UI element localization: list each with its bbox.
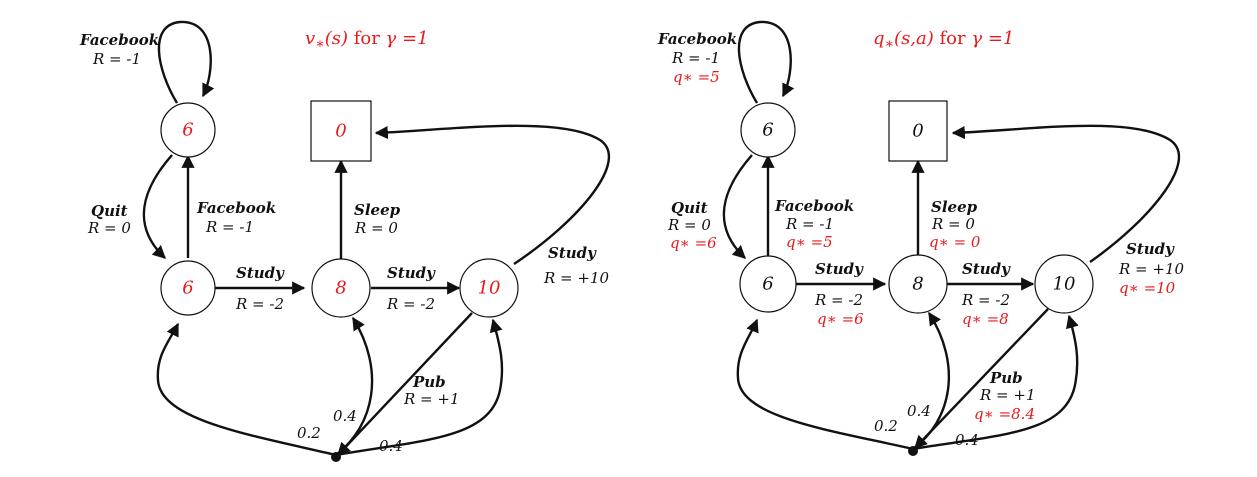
- label-study3-action: Study: [1126, 240, 1175, 258]
- label-pub-reward: R = +1: [979, 386, 1036, 404]
- label-study2-q: q∗ =8: [962, 310, 1009, 328]
- state-class-3-value: 10: [478, 278, 501, 299]
- label-study3-reward: R = +10: [1118, 260, 1185, 278]
- label-study3-q: q∗ =10: [1119, 279, 1176, 297]
- label-sleep-q: q∗ = 0: [929, 233, 981, 251]
- label-quit-reward: R = 0: [87, 219, 131, 237]
- edge-study-3: [951, 124, 1181, 263]
- label-facebook-loop-reward: R = -1: [92, 50, 141, 68]
- state-sleep: [310, 100, 372, 162]
- label-facebook-reward: R = -1: [205, 218, 254, 236]
- edge-pub: [337, 312, 473, 456]
- chance-node: [908, 446, 918, 456]
- label-sleep-action: Sleep: [931, 198, 978, 216]
- label-study2-action: Study: [387, 264, 436, 282]
- label-study1-reward: R = -2: [235, 295, 284, 313]
- label-facebook-reward: R = -1: [785, 215, 834, 233]
- label-study1-q: q∗ =6: [817, 310, 864, 328]
- edge-chance-to-class2: [335, 316, 374, 456]
- label-study2-reward: R = -2: [386, 295, 435, 313]
- label-prob-3: 0.4: [379, 437, 403, 455]
- label-facebook-q: q∗ =5: [786, 233, 833, 251]
- label-facebook-action: Facebook: [774, 197, 854, 215]
- state-class-1-value: 6: [762, 274, 773, 295]
- label-facebook-loop-reward: R = -1: [671, 49, 720, 67]
- state-class-1-value: 6: [182, 278, 193, 299]
- state-facebook: [740, 102, 796, 158]
- label-study1-action: Study: [815, 260, 864, 278]
- label-pub-reward: R = +1: [403, 390, 460, 408]
- state-class-1: [739, 255, 797, 313]
- label-prob-1: 0.2: [297, 424, 321, 442]
- state-facebook-value: 6: [182, 120, 193, 141]
- state-class-3: [1034, 254, 1094, 314]
- state-class-1: [160, 260, 216, 316]
- label-prob-1: 0.2: [874, 417, 898, 435]
- label-quit-action: Quit: [671, 199, 708, 217]
- label-quit-q: q∗ =6: [670, 234, 717, 252]
- label-pub-q: q∗ =8.4: [974, 405, 1035, 423]
- edge-chance-to-class2: [912, 311, 950, 450]
- label-study1-action: Study: [236, 264, 285, 282]
- label-facebook-action: Facebook: [196, 199, 276, 217]
- state-facebook: [160, 102, 216, 158]
- edge-facebook-loop: [737, 20, 795, 104]
- edge-study-3: [374, 124, 611, 265]
- label-prob-2: 0.4: [333, 407, 357, 425]
- edge-facebook-loop: [157, 20, 215, 104]
- label-facebook-loop-action: Facebook: [79, 31, 159, 49]
- label-pub-action: Pub: [989, 369, 1023, 387]
- chance-node: [331, 452, 341, 462]
- label-facebook-loop-q: q∗ =5: [673, 68, 720, 86]
- edge-chance-to-class3: [335, 318, 504, 457]
- label-prob-2: 0.4: [907, 402, 931, 420]
- edge-quit: [722, 154, 753, 259]
- label-facebook-loop-action: Facebook: [657, 30, 737, 48]
- label-quit-action: Quit: [91, 202, 128, 220]
- state-facebook-value: 6: [762, 120, 773, 141]
- label-study2-action: Study: [962, 260, 1011, 278]
- edge-chance-to-class3: [912, 314, 1079, 451]
- label-study3-action: Study: [548, 244, 597, 262]
- state-sleep-value: 0: [912, 121, 923, 142]
- state-sleep-value: 0: [335, 121, 346, 142]
- state-sleep: [888, 100, 948, 162]
- state-class-2: [888, 254, 948, 314]
- state-class-2-value: 8: [335, 278, 346, 299]
- label-prob-3: 0.4: [955, 431, 979, 449]
- label-quit-reward: R = 0: [667, 216, 711, 234]
- state-class-2: [311, 258, 371, 318]
- label-sleep-action: Sleep: [354, 201, 401, 219]
- edge-chance-to-class1: [736, 318, 914, 451]
- diagram-state-values: v∗(s) for γ =1 6 6 8 10 0 Facebook R = -…: [79, 20, 611, 462]
- diagram-title: q∗(s,a) for γ =1: [873, 28, 1014, 52]
- label-pub-action: Pub: [412, 373, 446, 391]
- state-class-2-value: 8: [912, 274, 923, 295]
- label-sleep-reward: R = 0: [354, 219, 398, 237]
- diagram-action-values: q∗(s,a) for γ =1 6 6 8 10 0 Facebook R =…: [657, 20, 1185, 456]
- state-class-3-value: 10: [1053, 274, 1076, 295]
- edge-chance-to-class1: [156, 322, 337, 457]
- label-study1-reward: R = -2: [814, 291, 863, 309]
- label-sleep-reward: R = 0: [931, 215, 975, 233]
- edge-pub: [914, 308, 1049, 449]
- state-class-3: [459, 258, 519, 318]
- edge-quit: [142, 154, 173, 259]
- label-study2-reward: R = -2: [961, 291, 1010, 309]
- diagram-title: v∗(s) for γ =1: [305, 28, 429, 52]
- label-study3-reward: R = +10: [543, 269, 610, 287]
